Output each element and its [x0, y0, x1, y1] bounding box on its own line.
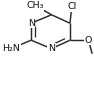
Text: N: N	[28, 19, 35, 28]
Text: Cl: Cl	[67, 2, 76, 11]
Text: H₂N: H₂N	[2, 44, 20, 53]
Text: CH₃: CH₃	[26, 1, 44, 10]
Text: N: N	[48, 44, 55, 53]
Text: O: O	[85, 36, 92, 45]
